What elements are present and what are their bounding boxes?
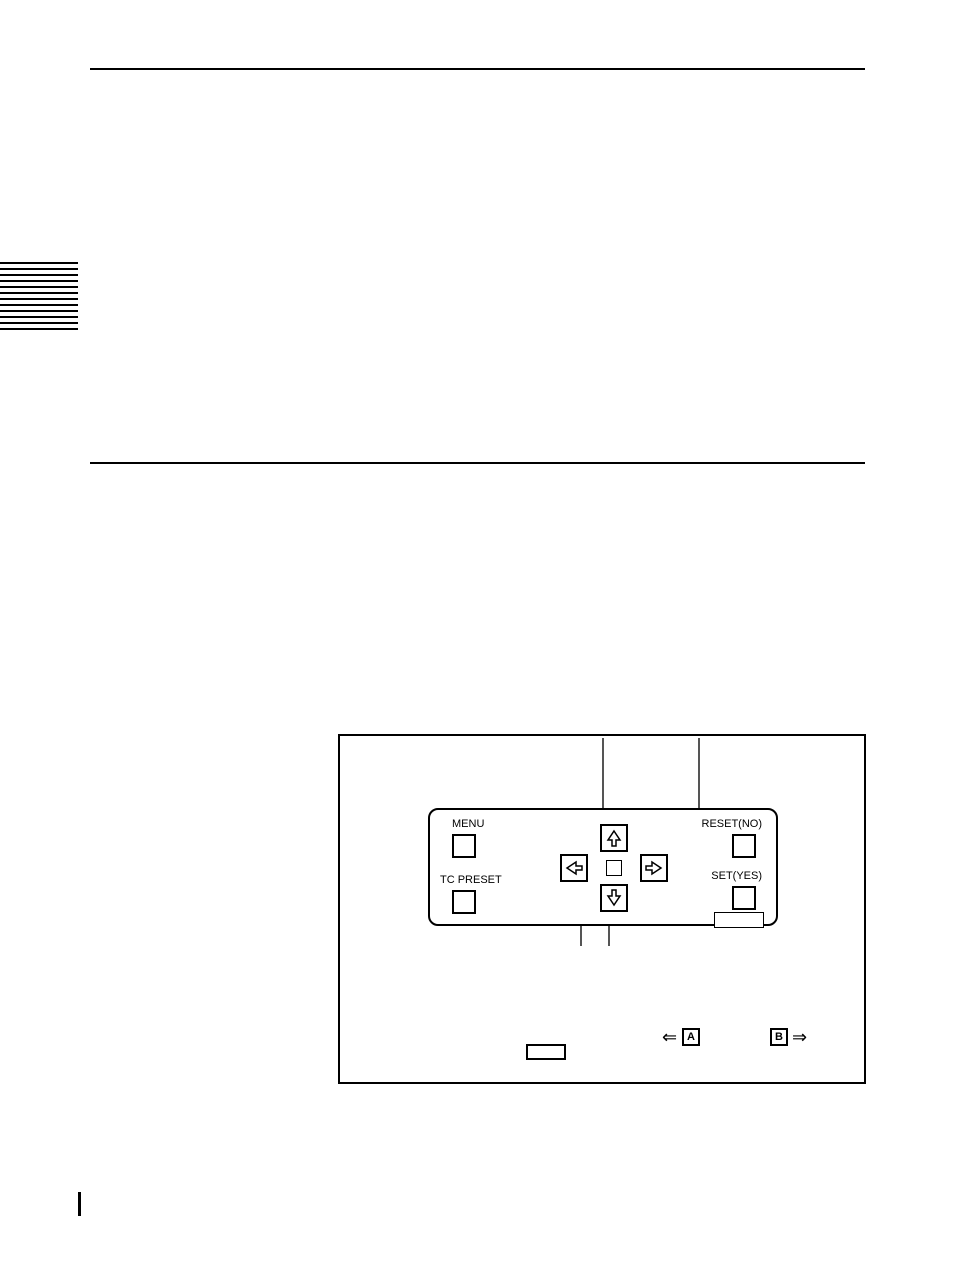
chapter-sidebar-marker bbox=[0, 262, 78, 334]
arrow-up-icon bbox=[602, 826, 626, 850]
set-label: SET(YES) bbox=[711, 870, 762, 882]
arrow-left-icon bbox=[562, 856, 586, 880]
arrow-up-button[interactable] bbox=[600, 824, 628, 852]
menu-label: MENU bbox=[452, 818, 484, 830]
arrow-left-icon: ⇐ bbox=[662, 1028, 677, 1046]
tc-preset-button[interactable] bbox=[452, 890, 476, 914]
page: MENU TC PRESET RESET(NO) SET(YES) bbox=[0, 0, 954, 1274]
menu-button[interactable] bbox=[452, 834, 476, 858]
arrow-right-icon bbox=[642, 856, 666, 880]
set-button[interactable] bbox=[732, 886, 756, 910]
reset-button[interactable] bbox=[732, 834, 756, 858]
callout-line bbox=[608, 926, 610, 946]
arrow-right-icon: ⇒ bbox=[792, 1028, 807, 1046]
horizontal-rule-mid bbox=[90, 462, 865, 464]
footer-page-marker bbox=[78, 1192, 81, 1216]
arrow-down-icon bbox=[602, 886, 626, 910]
arrow-left-button[interactable] bbox=[560, 854, 588, 882]
tc-preset-label: TC PRESET bbox=[440, 874, 502, 886]
arrow-down-button[interactable] bbox=[600, 884, 628, 912]
dpad-center bbox=[606, 860, 622, 876]
controller-diagram: MENU TC PRESET RESET(NO) SET(YES) bbox=[338, 734, 866, 1084]
set-status-rect bbox=[714, 912, 764, 928]
callout-line bbox=[580, 926, 582, 946]
horizontal-rule-top bbox=[90, 68, 865, 70]
label-a-box: A bbox=[682, 1028, 700, 1046]
arrow-right-button[interactable] bbox=[640, 854, 668, 882]
label-b-box: B bbox=[770, 1028, 788, 1046]
small-indicator-rect bbox=[526, 1044, 566, 1060]
controller-outline: MENU TC PRESET RESET(NO) SET(YES) bbox=[428, 808, 778, 926]
reset-label: RESET(NO) bbox=[702, 818, 763, 830]
